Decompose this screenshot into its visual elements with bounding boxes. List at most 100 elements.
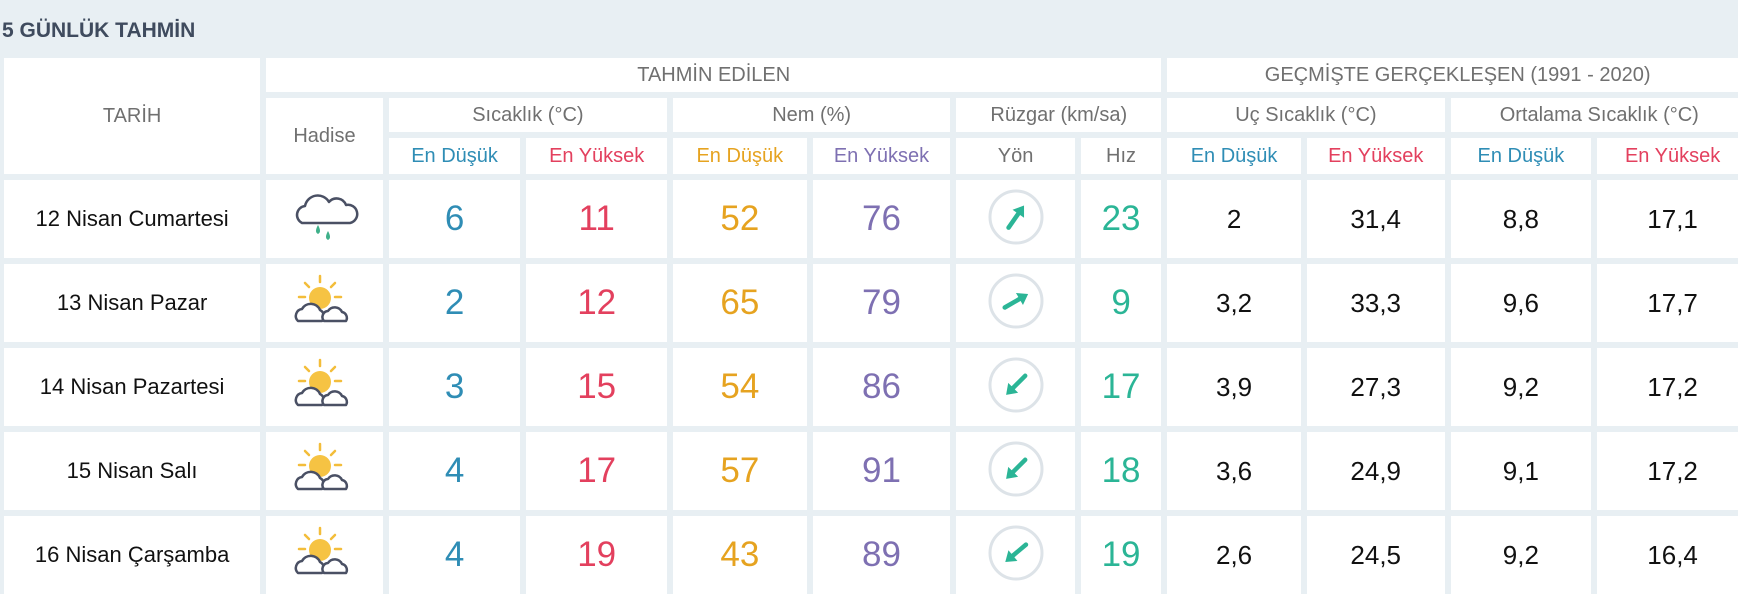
extreme-high: 24,5	[1306, 516, 1445, 594]
wind-arrow	[988, 441, 1044, 496]
extreme-low: 3,9	[1167, 348, 1301, 426]
wind-direction-cell	[956, 432, 1075, 510]
subheader-cell: En Yüksek	[526, 138, 668, 174]
temp-low: 6	[388, 180, 521, 258]
wind-speed: 17	[1080, 348, 1162, 426]
wind-speed: 9	[1080, 264, 1162, 342]
weather-icon-cell	[266, 180, 383, 258]
weather-icon-cell	[266, 432, 383, 510]
wind-speed: 23	[1080, 180, 1162, 258]
header-cell: Uç Sıcaklık (°C)	[1167, 98, 1445, 132]
humidity-high: 79	[812, 264, 951, 342]
wind-arrow	[988, 525, 1044, 580]
humidity-high: 91	[812, 432, 951, 510]
forecast-row: 13 Nisan Pazar 2 12 65 79 9 3,2 33,3 9,6 17,7	[4, 264, 1738, 342]
humidity-high: 89	[812, 516, 951, 594]
date-cell: 15 Nisan Salı	[4, 432, 261, 510]
weather-icon	[295, 526, 349, 574]
table-body: 12 Nisan Cumartesi 6 11 52 76 23 2 31,4 8,8 17,1 1…	[4, 180, 1738, 594]
forecast-row: 14 Nisan Pazartesi 3 15 54 86 17 3,9 27,3 9,2 17,…	[4, 348, 1738, 426]
wind-direction-cell	[956, 516, 1075, 594]
temp-high: 19	[526, 516, 668, 594]
wind-direction-cell	[956, 348, 1075, 426]
section-title: 5 GÜNLÜK TAHMİN	[2, 19, 196, 42]
wind-direction-cell	[956, 180, 1075, 258]
weather-icon	[295, 442, 349, 490]
extreme-high: 24,9	[1306, 432, 1445, 510]
humidity-high: 86	[812, 348, 951, 426]
wind-arrow	[988, 273, 1044, 328]
header-cell: Ortalama Sıcaklık (°C)	[1450, 98, 1738, 132]
average-low: 8,8	[1450, 180, 1592, 258]
forecast-table: TARİH TAHMİN EDİLEN GEÇMİŞTE GERÇEKLEŞEN…	[0, 52, 1738, 594]
header-cell: Nem (%)	[673, 98, 951, 132]
temp-low: 2	[388, 264, 521, 342]
header-cell: Rüzgar (km/sa)	[956, 98, 1162, 132]
wind-direction-cell	[956, 264, 1075, 342]
subheader-row: En Düşük En Yüksek En Düşük En Yüksek Yön Hız…	[4, 138, 1738, 174]
subheader-cell: En Yüksek	[1306, 138, 1445, 174]
average-low: 9,1	[1450, 432, 1592, 510]
subheader-cell: En Düşük	[673, 138, 807, 174]
date-cell: 13 Nisan Pazar	[4, 264, 261, 342]
extreme-low: 2,6	[1167, 516, 1301, 594]
subheader-cell: Hız	[1080, 138, 1162, 174]
subheader-cell: En Düşük	[1167, 138, 1301, 174]
subheader-cell: En Yüksek	[1597, 138, 1738, 174]
subheader-cell: En Düşük	[1450, 138, 1592, 174]
wind-speed: 19	[1080, 516, 1162, 594]
wind-arrow	[988, 357, 1044, 412]
forecast-row: 16 Nisan Çarşamba 4 19 43 89 19 2,6 24,5 9,2 16,4	[4, 516, 1738, 594]
humidity-low: 57	[673, 432, 807, 510]
humidity-low: 65	[673, 264, 807, 342]
temp-high: 15	[526, 348, 668, 426]
header-cell: Sıcaklık (°C)	[388, 98, 668, 132]
temp-high: 11	[526, 180, 668, 258]
average-low: 9,2	[1450, 516, 1592, 594]
subheader-cell: En Yüksek	[812, 138, 951, 174]
weather-icon	[295, 274, 349, 322]
temp-low: 4	[388, 432, 521, 510]
weather-icon-cell	[266, 348, 383, 426]
date-cell: 16 Nisan Çarşamba	[4, 516, 261, 594]
header-cell: GEÇMİŞTE GERÇEKLEŞEN (1991 - 2020)	[1167, 58, 1738, 92]
extreme-low: 3,2	[1167, 264, 1301, 342]
average-high: 17,1	[1597, 180, 1738, 258]
temp-high: 12	[526, 264, 668, 342]
header-cell: Hadise	[266, 98, 383, 174]
extreme-low: 2	[1167, 180, 1301, 258]
subheader-cell: Yön	[956, 138, 1075, 174]
weather-icon-cell	[266, 516, 383, 594]
temp-low: 3	[388, 348, 521, 426]
average-high: 17,2	[1597, 432, 1738, 510]
average-high: 17,2	[1597, 348, 1738, 426]
temp-low: 4	[388, 516, 521, 594]
wind-arrow	[988, 189, 1044, 244]
weather-icon	[296, 193, 359, 240]
weather-icon-cell	[266, 264, 383, 342]
extreme-high: 33,3	[1306, 264, 1445, 342]
extreme-low: 3,6	[1167, 432, 1301, 510]
average-low: 9,2	[1450, 348, 1592, 426]
humidity-low: 54	[673, 348, 807, 426]
weather-icon	[295, 358, 349, 406]
forecast-row: 15 Nisan Salı 4 17 57 91 18 3,6 24,9 9,1 17,2	[4, 432, 1738, 510]
subheader-cell: En Düşük	[388, 138, 521, 174]
forecast-row: 12 Nisan Cumartesi 6 11 52 76 23 2 31,4 8,8 17,1	[4, 180, 1738, 258]
humidity-low: 43	[673, 516, 807, 594]
temp-high: 17	[526, 432, 668, 510]
date-cell: 12 Nisan Cumartesi	[4, 180, 261, 258]
average-high: 17,7	[1597, 264, 1738, 342]
average-low: 9,6	[1450, 264, 1592, 342]
header-cell: TAHMİN EDİLEN	[266, 58, 1162, 92]
date-cell: 14 Nisan Pazartesi	[4, 348, 261, 426]
wind-speed: 18	[1080, 432, 1162, 510]
humidity-low: 52	[673, 180, 807, 258]
extreme-high: 27,3	[1306, 348, 1445, 426]
humidity-high: 76	[812, 180, 951, 258]
extreme-high: 31,4	[1306, 180, 1445, 258]
header-cell: TARİH	[4, 58, 261, 174]
average-high: 16,4	[1597, 516, 1738, 594]
